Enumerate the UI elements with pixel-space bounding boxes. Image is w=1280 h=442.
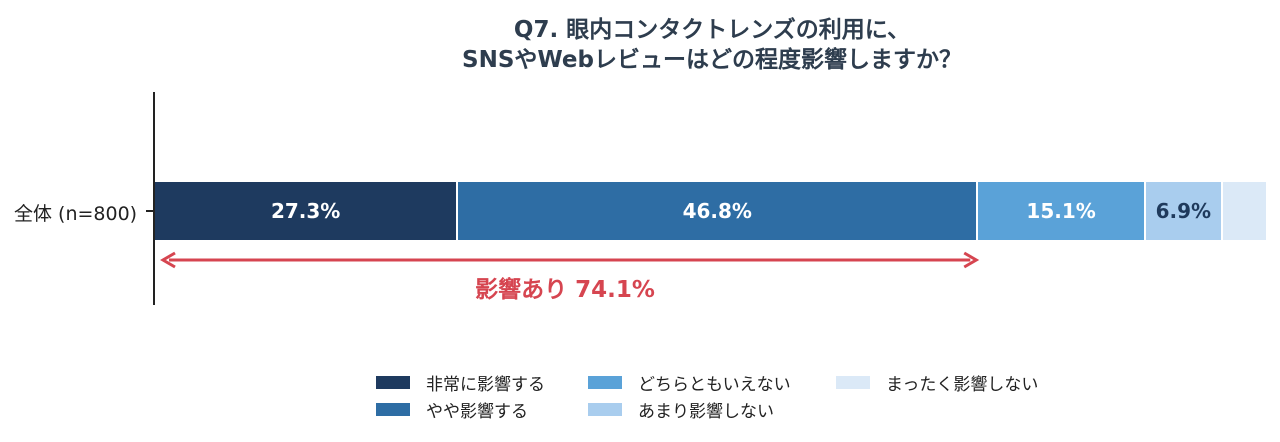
y-axis-tick — [146, 210, 154, 212]
legend-swatch — [376, 402, 410, 416]
arrow-head-left — [160, 251, 176, 269]
bar-segment-4: 6.9% — [1146, 182, 1223, 240]
arrow-head-right — [963, 251, 980, 269]
legend-swatch — [588, 402, 622, 416]
bar-segment-3: 15.1% — [978, 182, 1146, 240]
legend-swatch — [836, 375, 870, 389]
y-axis-category-label: 全体 (n=800) — [14, 203, 138, 225]
legend-item-1: 非常に影響する — [376, 372, 545, 395]
legend-item-4: あまり影響しない — [588, 399, 774, 422]
bar-data-label-1: 27.3% — [270, 199, 341, 223]
legend-swatch — [588, 375, 622, 389]
legend-label: まったく影響しない — [886, 374, 1039, 395]
bar-data-label-3: 15.1% — [1026, 199, 1096, 223]
chart-title-line-2: SNSやWebレビューはどの程度影響しますか？ — [462, 47, 962, 73]
legend-label: あまり影響しない — [638, 401, 774, 422]
bar-segment-2: 46.8% — [458, 182, 979, 240]
legend-label: やや影響する — [426, 401, 528, 422]
bar-segment-1: 27.3% — [155, 182, 459, 240]
legend-item-5: まったく影響しない — [836, 372, 1039, 395]
legend-item-3: どちらともいえない — [588, 372, 791, 395]
legend-label: どちらともいえない — [638, 374, 791, 395]
bar-data-label-4: 6.9% — [1155, 199, 1212, 223]
legend-swatch — [376, 375, 410, 389]
influence-annotation-label: 影響あり 74.1% — [475, 277, 655, 303]
bar-segment-5 — [1222, 182, 1266, 240]
legend-label: 非常に影響する — [426, 374, 545, 395]
y-axis-line — [153, 92, 155, 305]
bar-data-label-2: 46.8% — [682, 199, 752, 223]
chart-title-line-1: Q7. 眼内コンタクトレンズの利用に、 — [513, 17, 911, 43]
legend-item-2: やや影響する — [376, 399, 528, 422]
